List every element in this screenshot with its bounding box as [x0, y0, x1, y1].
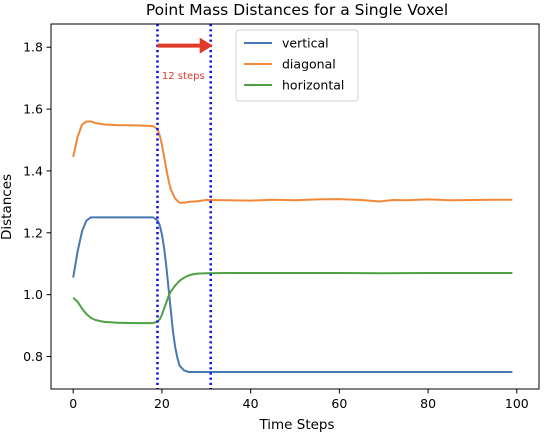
- y-tick-label: 1.0: [23, 287, 43, 302]
- x-tick-label: 100: [505, 396, 529, 411]
- legend-label-vertical: vertical: [282, 36, 329, 51]
- legend-label-diagonal: diagonal: [282, 57, 336, 72]
- plot-area: 12 steps 0 20 40 60 80 100 0.8 1.0 1.2 1.4 1.6 1.8 ve…: [23, 23, 540, 411]
- series-line-diagonal: [72, 120, 513, 204]
- x-tick-label: 60: [331, 396, 347, 411]
- annotation-label: 12 steps: [162, 71, 205, 82]
- legend-box: [235, 29, 359, 102]
- chart-title: Point Mass Distances for a Single Voxel: [146, 1, 448, 19]
- x-tick-label: 0: [69, 396, 77, 411]
- y-axis-label: Distances: [0, 174, 15, 240]
- y-tick-label: 1.6: [23, 102, 43, 117]
- x-tick-label: 20: [154, 396, 170, 411]
- legend-label-horizontal: horizontal: [282, 78, 344, 93]
- axes-frame: [50, 23, 540, 390]
- x-axis-label: Time Steps: [258, 417, 334, 432]
- y-tick-label: 1.8: [23, 40, 43, 55]
- annotation-arrow-head: [199, 37, 213, 54]
- y-tick-label: 0.8: [23, 349, 43, 364]
- series-line-horizontal: [72, 272, 513, 325]
- y-tick-label: 1.4: [23, 163, 43, 178]
- x-tick-label: 40: [243, 396, 259, 411]
- series-line-vertical: [72, 216, 513, 373]
- x-tick-label: 80: [420, 396, 436, 411]
- y-tick-label: 1.2: [23, 225, 43, 240]
